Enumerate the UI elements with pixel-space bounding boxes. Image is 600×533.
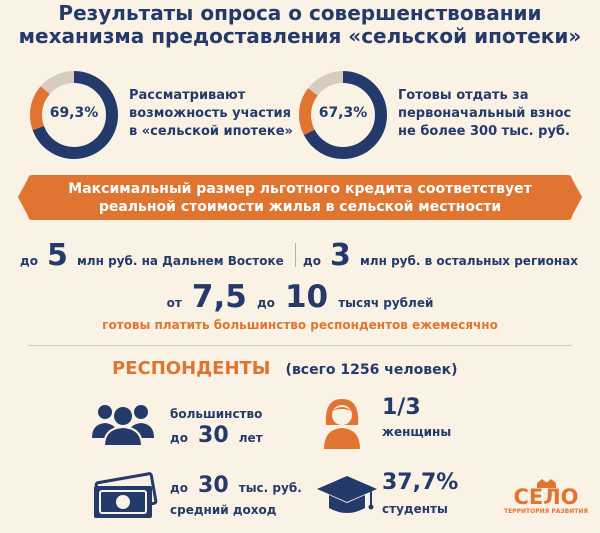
stat-1-line-1: Рассматривают [129, 88, 246, 103]
respondents-heading: РЕСПОНДЕНТЫ [112, 358, 271, 379]
students-block: 37,7% студенты [382, 470, 458, 522]
credit-other-regions: до 3 млн руб. в остальных регионах [303, 238, 593, 273]
respondents-total: (всего 1256 человек) [285, 362, 458, 378]
credit-far-east: до 5 млн руб. на Дальнем Востоке [20, 238, 300, 273]
donut-ring-1 [30, 71, 118, 159]
section-divider [28, 345, 572, 346]
woman-icon [324, 399, 360, 449]
students-number: 37,7% [382, 470, 459, 495]
age-number: 30 [198, 423, 229, 448]
income-prefix: до [170, 481, 188, 495]
age-unit: лет [238, 431, 263, 445]
money-icon [94, 472, 158, 518]
credit-left-prefix: до [20, 254, 38, 268]
stat-2-line-3: не более 300 тыс. руб. [398, 124, 570, 139]
selo-logo: СЕЛО ТЕРРИТОРИЯ РАЗВИТИЯ [500, 478, 592, 516]
banner-left-notch [18, 175, 30, 220]
graduation-cap-icon [317, 476, 377, 513]
payment-unit: тысяч рублей [338, 296, 434, 310]
income-label: средний доход [170, 503, 277, 517]
logo-tagline: ТЕРРИТОРИЯ РАЗВИТИЯ [504, 508, 588, 515]
credit-right-suffix: млн руб. в остальных регионах [360, 254, 578, 268]
title-line-1: Результаты опроса о совершенствовании [58, 1, 542, 25]
women-number: 1/3 [382, 395, 421, 420]
credit-left-suffix: млн руб. на Дальнем Востоке [77, 254, 284, 268]
ring-value-2 [299, 71, 387, 159]
banner-background [28, 175, 572, 220]
stat-2-line-2: первоначальный взнос [398, 106, 572, 121]
house-icon [537, 479, 556, 488]
stat-text-1: Рассматривают возможность участия в «сел… [129, 87, 299, 141]
age-block: большинство до 30 лет [170, 403, 263, 449]
women-block: 1/3 женщины [382, 396, 451, 444]
percent-label-1: 69,3% [49, 105, 99, 121]
age-prefix: до [170, 431, 188, 445]
page-title: Результаты опроса о совершенствовании ме… [0, 2, 600, 48]
banner-line-1: Максимальный размер льготного кредита со… [68, 181, 532, 197]
stat-1-line-2: возможность участия [129, 106, 291, 121]
logo-name: СЕЛО [513, 485, 579, 509]
stat-1-line-3: в «сельской ипотеке» [129, 124, 293, 139]
payment-num-2: 10 [284, 279, 329, 315]
respondents-heading-row: РЕСПОНДЕНТЫ (всего 1256 человек) [112, 358, 457, 379]
stat-2-line-1: Готовы отдать за [398, 88, 529, 103]
income-unit: тыс. руб. [238, 481, 302, 495]
title-line-2: механизма предоставления «сельской ипоте… [18, 24, 582, 48]
ring-remainder-2 [299, 71, 387, 159]
payment-to: до [256, 296, 275, 310]
payment-from: от [166, 296, 182, 310]
people-icon [92, 405, 154, 447]
monthly-payment: от 7,5 до 10 тысяч рублей [0, 279, 600, 315]
age-line-1: большинство [170, 407, 263, 421]
banner-line-2: реальной стоимости жилья в сельской мест… [98, 199, 502, 215]
banner-right-notch [570, 175, 582, 220]
credit-divider [295, 243, 296, 267]
women-label: женщины [382, 425, 452, 439]
credit-right-prefix: до [303, 254, 321, 268]
credit-left-number: 5 [47, 238, 68, 273]
donut-ring-2 [299, 71, 387, 159]
banner-text: Максимальный размер льготного кредита со… [0, 180, 600, 216]
stat-text-2: Готовы отдать за первоначальный взнос не… [398, 87, 588, 141]
payment-num-1: 7,5 [191, 279, 247, 315]
students-label: студенты [382, 502, 448, 516]
ring-value-1 [30, 71, 118, 159]
income-block: до 30 тыс. руб. средний доход [170, 475, 302, 521]
payment-caption: готовы платить большинство респондентов … [102, 318, 498, 332]
percent-label-2: 67,3% [318, 105, 368, 121]
ring-remainder-1 [30, 71, 118, 159]
credit-right-number: 3 [330, 238, 351, 273]
income-number: 30 [198, 473, 229, 498]
